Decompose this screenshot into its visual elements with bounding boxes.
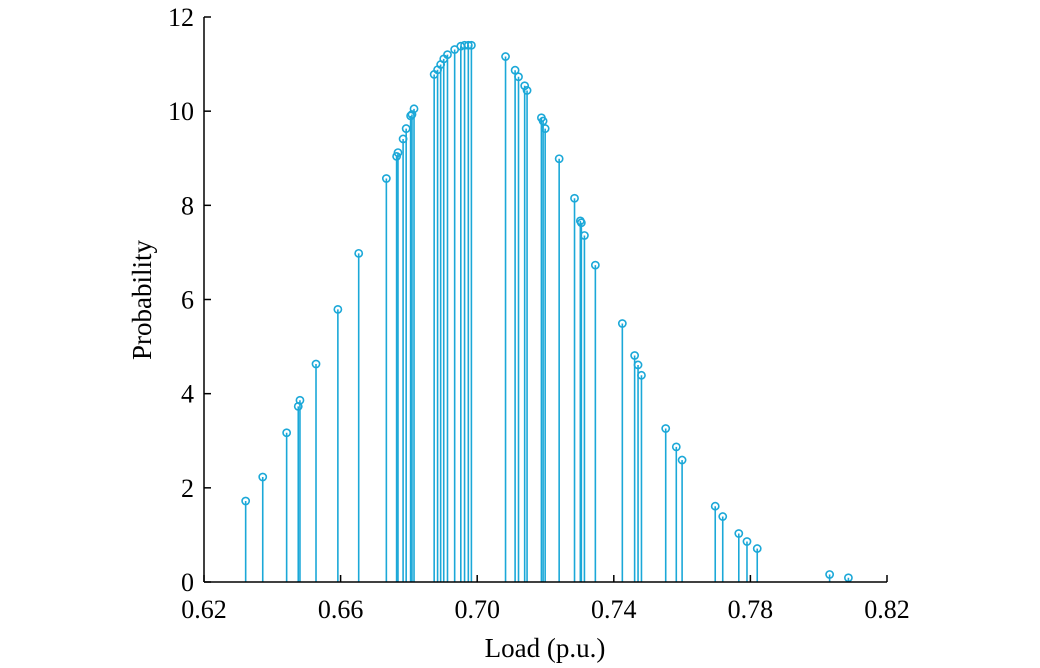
stem-marker — [661, 424, 671, 433]
stem-marker — [409, 104, 419, 114]
stem-marker — [742, 537, 752, 546]
stem-marker — [381, 174, 391, 183]
stem-marker — [510, 65, 520, 75]
x-tick-label: 0.78 — [728, 595, 774, 624]
y-tick-label: 6 — [181, 286, 194, 315]
stem-marker — [538, 116, 548, 126]
y-tick-label: 12 — [168, 3, 194, 32]
stem-marker — [333, 304, 343, 314]
stem-marker — [570, 193, 579, 203]
stem-marker — [520, 81, 530, 91]
stem-marker — [258, 472, 268, 482]
y-tick-label: 0 — [181, 568, 194, 597]
stem-marker — [407, 110, 417, 119]
stem-marker — [241, 496, 251, 506]
stem-marker — [576, 218, 586, 228]
x-axis-ticks: 0.62 0.66 0.70 0.74 0.78 0.82 — [181, 575, 910, 624]
stem-marker — [752, 544, 762, 553]
stem-marker — [311, 359, 321, 369]
stem-marker — [514, 72, 523, 82]
y-axis-label: Probability — [127, 240, 157, 360]
stem-marker — [580, 231, 589, 240]
stem-marker — [710, 501, 720, 511]
stem-marker — [443, 50, 452, 60]
x-tick-label: 0.70 — [454, 595, 500, 624]
stem-marker — [466, 40, 476, 50]
x-tick-label: 0.74 — [591, 595, 637, 624]
stem-marker — [554, 154, 564, 164]
stem-marker — [282, 428, 292, 438]
stem-marker — [630, 351, 640, 360]
y-tick-label: 2 — [181, 474, 194, 503]
x-tick-label: 0.62 — [181, 595, 227, 624]
stem-marker — [637, 370, 646, 380]
stem-marker — [522, 86, 532, 95]
stem-marker — [401, 124, 411, 133]
y-tick-label: 10 — [168, 97, 194, 126]
y-tick-label: 8 — [181, 191, 194, 220]
stem-marker — [718, 512, 728, 521]
stem-marker — [540, 124, 550, 133]
stem-series — [241, 40, 853, 583]
stem-marker — [825, 570, 835, 579]
stem-marker — [590, 260, 600, 270]
y-tick-label: 4 — [181, 380, 194, 409]
y-axis-ticks: 0 2 4 6 8 10 12 — [168, 3, 211, 597]
x-tick-label: 0.82 — [864, 595, 910, 624]
stem-marker — [671, 442, 681, 452]
stem-marker — [354, 248, 364, 258]
stem-marker — [501, 52, 510, 61]
x-axis-label: Load (p.u.) — [485, 633, 606, 663]
stem-marker — [617, 319, 627, 328]
stem-marker — [393, 148, 403, 157]
x-tick-label: 0.66 — [318, 595, 364, 624]
stem-marker — [734, 529, 744, 538]
stem-marker — [677, 455, 687, 465]
stem-marker — [295, 395, 305, 405]
stem-marker — [633, 360, 643, 370]
